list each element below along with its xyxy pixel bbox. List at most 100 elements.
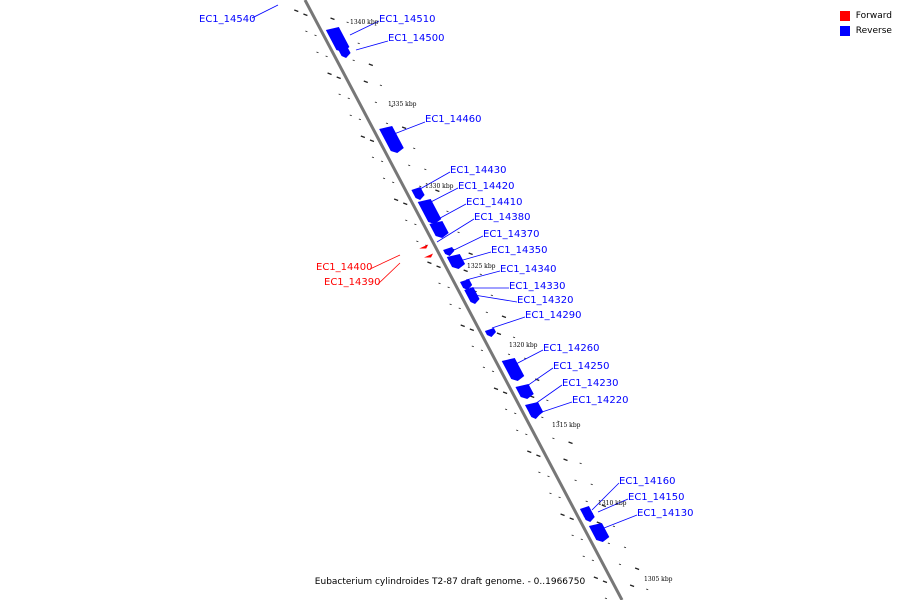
label-leader-line (412, 171, 451, 194)
gene-label-ec1-14460[interactable]: EC1_14460 (425, 114, 481, 125)
reverse-swatch (839, 25, 850, 36)
gene-label-ec1-14250[interactable]: EC1_14250 (553, 361, 609, 372)
tick-dash (413, 147, 416, 150)
tick-dash (449, 303, 452, 306)
gene-label-ec1-14500[interactable]: EC1_14500 (388, 33, 444, 44)
gene-label-ec1-14430[interactable]: EC1_14430 (450, 165, 506, 176)
tick-dash (557, 420, 560, 423)
label-leaders (251, 4, 638, 529)
kbp-tick-label: 1315 kbp (552, 422, 581, 429)
gene-feature-ec1-14380[interactable] (443, 247, 455, 256)
tick-dash (558, 496, 561, 499)
tick-dash (646, 588, 649, 591)
gene-label-ec1-14330[interactable]: EC1_14330 (509, 281, 565, 292)
gene-label-ec1-14340[interactable]: EC1_14340 (500, 264, 556, 275)
label-leader-line (513, 349, 544, 366)
tick-dash (536, 454, 541, 458)
tick-dash (368, 63, 374, 67)
gene-feature-ec1-14130[interactable] (588, 523, 610, 542)
gene-feature-ec1-14370[interactable] (446, 254, 466, 269)
label-leader-line (534, 384, 563, 405)
tick-dash (390, 105, 394, 108)
tick-dash (535, 378, 540, 382)
gene-feature-ec1-14420[interactable] (417, 199, 442, 224)
gene-feature-ec1-14510[interactable] (325, 27, 350, 52)
gene-label-ec1-14150[interactable]: EC1_14150 (628, 492, 684, 503)
gene-label-ec1-14220[interactable]: EC1_14220 (572, 395, 628, 406)
tick-dash (504, 408, 508, 411)
label-leader-line (523, 367, 554, 389)
genome-caption: Eubacterium cylindroides T2-87 draft gen… (314, 577, 586, 587)
label-leader-line (436, 218, 475, 243)
tick-dash (629, 584, 635, 588)
tick-dash (294, 9, 299, 13)
gene-label-ec1-14230[interactable]: EC1_14230 (562, 378, 618, 389)
gene-feature-ec1-14410[interactable] (429, 221, 449, 238)
tick-dash (408, 164, 411, 167)
label-leader-line (467, 293, 518, 303)
tick-dash (435, 189, 440, 193)
gene-label-ec1-14130[interactable]: EC1_14130 (637, 508, 693, 519)
gene-label-ec1-14320[interactable]: EC1_14320 (517, 295, 573, 306)
gene-feature-ec1-14290[interactable] (484, 328, 496, 337)
tick-dash (507, 353, 511, 356)
tick-dash (460, 324, 465, 328)
label-leader-line (349, 20, 380, 36)
gene-feature-ec1-14320[interactable] (468, 295, 480, 304)
tick-dash (393, 198, 399, 202)
legend-forward: Forward (839, 8, 892, 23)
gene-label-ec1-14370[interactable]: EC1_14370 (483, 229, 539, 240)
tick-dash (303, 13, 308, 17)
gene-label-ec1-14380[interactable]: EC1_14380 (474, 212, 530, 223)
gene-feature-ec1-14400[interactable] (419, 244, 429, 249)
tick-marks (294, 9, 649, 600)
kbp-tick-label: 1325 kbp (467, 263, 496, 270)
label-leader-line (603, 514, 638, 529)
gene-label-ec1-14540[interactable]: EC1_14540 (199, 14, 255, 25)
tick-dash (490, 294, 494, 297)
kbp-tick-label: 1305 kbp (644, 576, 673, 583)
tick-dash (493, 387, 499, 391)
tick-dash (360, 135, 366, 139)
gene-label-ec1-14260[interactable]: EC1_14260 (543, 343, 599, 354)
tick-dash (349, 114, 352, 117)
legend-reverse-label: Reverse (855, 25, 892, 36)
tick-dash (502, 391, 508, 395)
gene-feature-ec1-14220[interactable] (529, 410, 541, 419)
gene-label-ec1-14410[interactable]: EC1_14410 (466, 197, 522, 208)
gene-feature-ec1-14430[interactable] (411, 187, 425, 200)
tick-dash (469, 328, 475, 332)
gene-label-ec1-14350[interactable]: EC1_14350 (491, 245, 547, 256)
tick-dash (405, 219, 408, 222)
label-leader-line (430, 203, 467, 224)
tick-dash (525, 433, 528, 436)
tick-dash (514, 412, 517, 415)
tick-dash (571, 534, 574, 537)
tick-dash (618, 563, 622, 566)
gene-label-ec1-14510[interactable]: EC1_14510 (379, 14, 435, 25)
gene-feature-ec1-14250[interactable] (515, 384, 534, 399)
tick-dash (314, 34, 317, 37)
tick-dash (491, 370, 495, 373)
gene-feature-ec1-14500[interactable] (338, 47, 351, 58)
tick-dash (458, 307, 461, 310)
label-leader-line (541, 401, 573, 413)
gene-feature-ec1-14260[interactable] (501, 358, 525, 381)
legend: Forward Reverse (839, 8, 892, 38)
gene-label-ec1-14400[interactable]: EC1_14400 (316, 262, 372, 273)
gene-label-ec1-14290[interactable]: EC1_14290 (525, 310, 581, 321)
gene-feature-ec1-14150[interactable] (583, 513, 595, 522)
gene-feature-ec1-14350[interactable] (459, 279, 473, 290)
tick-dash (549, 492, 552, 495)
gene-feature-ec1-14390[interactable] (423, 253, 433, 258)
forward-swatch (839, 10, 850, 21)
tick-dash (552, 437, 555, 440)
tick-dash (380, 160, 384, 163)
tick-dash (363, 80, 369, 84)
gene-label-ec1-14390[interactable]: EC1_14390 (324, 277, 380, 288)
gene-label-ec1-14160[interactable]: EC1_14160 (619, 476, 675, 487)
tick-dash (607, 542, 611, 545)
gene-feature-ec1-14460[interactable] (379, 126, 404, 153)
gene-label-ec1-14420[interactable]: EC1_14420 (458, 181, 514, 192)
tick-dash (569, 517, 574, 521)
